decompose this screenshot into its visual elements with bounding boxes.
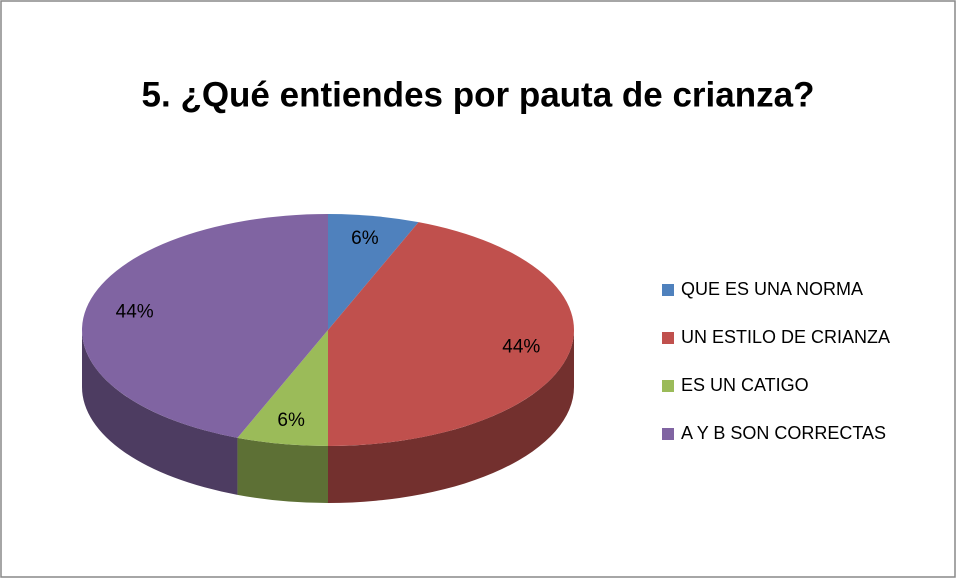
data-label: 44%	[502, 336, 540, 357]
legend-label: ES UN CATIGO	[681, 375, 809, 395]
legend-swatch	[662, 428, 674, 440]
pie-side	[82, 330, 238, 495]
legend-label: UN ESTILO DE CRIANZA	[681, 327, 890, 347]
legend-swatch	[662, 332, 674, 344]
legend-swatch	[662, 284, 674, 296]
data-label: 44%	[116, 302, 154, 323]
legend-label: QUE ES UNA NORMA	[681, 279, 863, 299]
pie-slice	[328, 222, 575, 446]
pie-slice	[81, 214, 328, 438]
legend-swatch	[662, 380, 674, 392]
pie-side	[237, 437, 328, 503]
legend-label: A Y B SON CORRECTAS	[681, 423, 886, 443]
pie-side	[328, 330, 574, 503]
data-label: 6%	[351, 228, 379, 249]
pie-slice	[328, 214, 419, 330]
chart-title: 5. ¿Qué entiendes por pauta de crianza?	[142, 75, 815, 114]
data-label: 6%	[277, 410, 305, 431]
pie-slice	[237, 330, 328, 446]
